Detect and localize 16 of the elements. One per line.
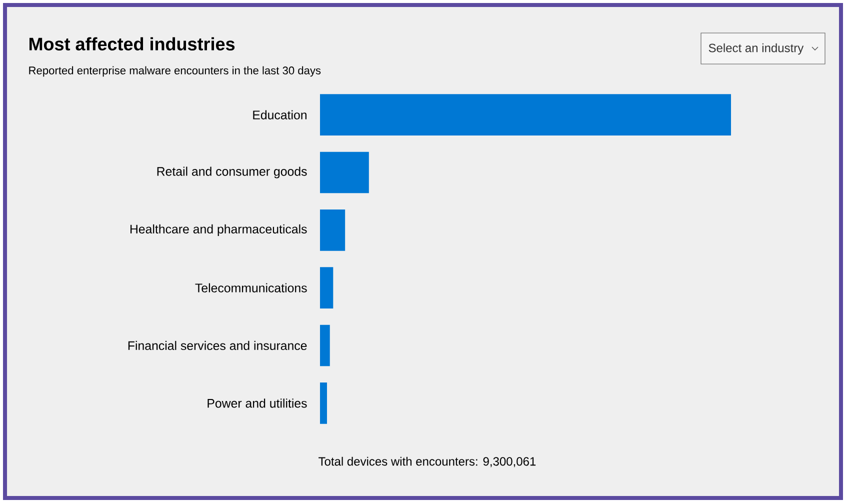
bar xyxy=(320,382,327,424)
y-tick-label: Financial services and insurance xyxy=(128,340,307,350)
text: Select an industry xyxy=(708,43,804,55)
bar xyxy=(320,94,731,136)
bar xyxy=(320,267,334,308)
text: Total devices with encounters: 9,300,061 xyxy=(318,456,536,468)
y-tick-label: Telecommunications xyxy=(195,283,307,292)
bar xyxy=(320,209,346,251)
y-tick-label: Education xyxy=(253,110,306,120)
text: Reported enterprise malware encounters in the last 30 days xyxy=(29,66,321,77)
y-tick-label: Power and utilities xyxy=(208,398,307,408)
y-tick-label: Retail and consumer goods xyxy=(157,166,307,178)
text: Most affected industries xyxy=(29,37,235,50)
bar xyxy=(320,324,330,366)
y-tick-label: Healthcare and pharmaceuticals xyxy=(130,224,307,236)
bar xyxy=(320,152,369,194)
